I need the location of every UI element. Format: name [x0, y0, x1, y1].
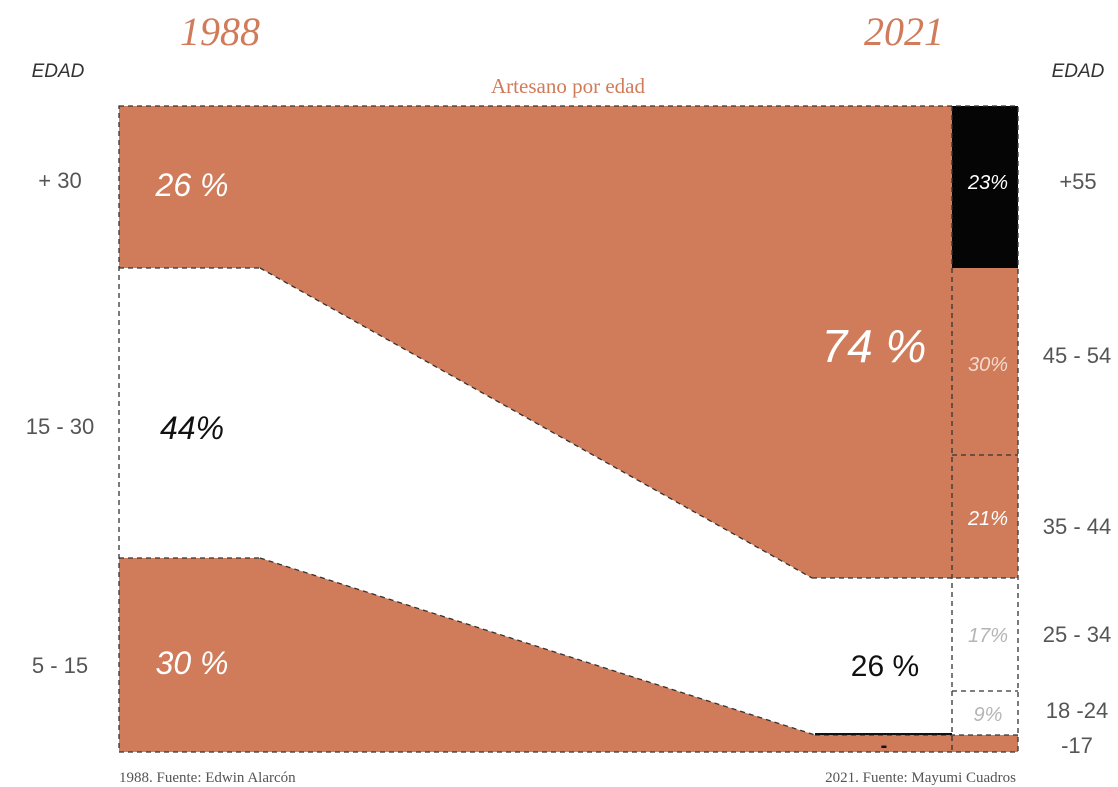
right-age-label: -17	[1061, 733, 1093, 758]
segment-percent-label: 9%	[974, 704, 1003, 726]
segment-percent-label: 21%	[967, 508, 1008, 530]
chart-title: Artesano por edad	[491, 74, 645, 98]
left-age-label: 5 - 15	[32, 653, 88, 678]
right-total-label: 74 %	[822, 320, 927, 372]
left-age-label: 15 - 30	[26, 414, 95, 439]
segment-percent-label: 17%	[968, 625, 1008, 647]
right-age-label: +55	[1059, 169, 1096, 194]
source-left: 1988. Fuente: Edwin Alarcón	[119, 770, 296, 786]
area-young-artisans	[119, 558, 952, 752]
right-total-label: 26 %	[851, 650, 919, 683]
segment-45-54	[952, 268, 1018, 455]
axis-label-left: EDAD	[32, 61, 85, 82]
segment-35-44	[952, 455, 1018, 578]
right-age-label: 35 - 44	[1043, 514, 1112, 539]
segment-percent-label: 30%	[968, 354, 1008, 376]
year-right-label: 2021	[864, 9, 944, 54]
segment-55-plus	[952, 106, 1018, 268]
boundary-top-diagonal	[259, 267, 813, 579]
boundary-bottom-diagonal	[259, 557, 816, 736]
right-age-label: 45 - 54	[1043, 343, 1112, 368]
frame-border	[118, 105, 1019, 753]
source-right: 2021. Fuente: Mayumi Cuadros	[825, 770, 1016, 786]
left-percent-label: 44%	[160, 410, 224, 446]
segment-under-17	[952, 735, 1018, 752]
right-age-label: 18 -24	[1046, 698, 1108, 723]
segment-percent-label: 23%	[967, 172, 1008, 194]
axis-label-right: EDAD	[1052, 61, 1105, 82]
left-percent-label: 30 %	[156, 645, 229, 681]
year-left-label: 1988	[180, 9, 260, 54]
left-age-label: + 30	[38, 168, 81, 193]
segment-percent-label: -	[881, 735, 888, 757]
area-older-artisans	[119, 106, 952, 578]
left-percent-label: 26 %	[155, 167, 229, 203]
right-age-label: 25 - 34	[1043, 622, 1112, 647]
